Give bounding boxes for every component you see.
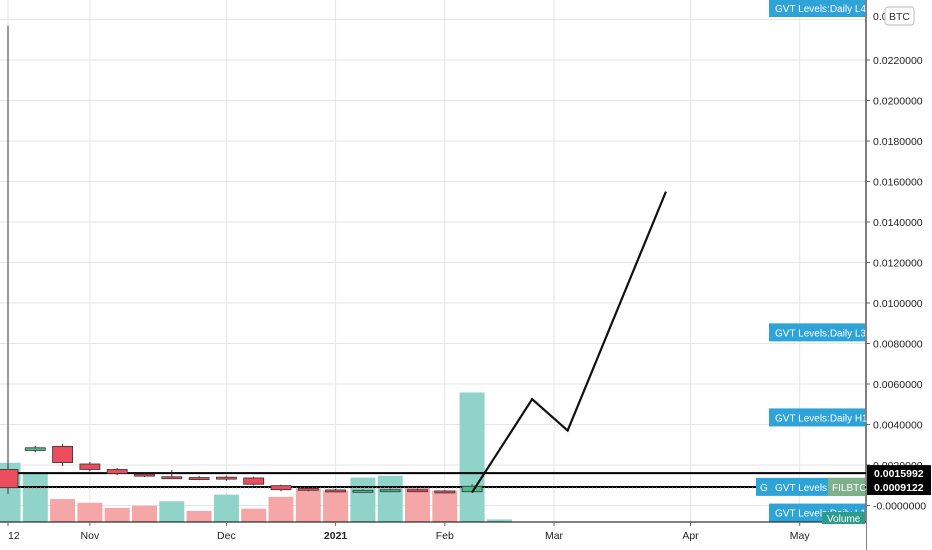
volume-bar	[295, 488, 321, 522]
time-tick-label: Nov	[81, 530, 100, 542]
time-tick-label: Mar	[545, 530, 564, 542]
volume-bar	[350, 477, 376, 522]
volume-tag-bg	[822, 512, 865, 524]
symbol-tag-bg	[828, 477, 865, 496]
gvt-level-label: GVT Levels:	[775, 483, 830, 494]
candle-body	[379, 489, 401, 493]
candle-body	[243, 477, 265, 485]
price-tick-label: -0.0000000	[873, 501, 926, 513]
candle-body	[352, 489, 374, 493]
candle-body	[407, 489, 428, 493]
volume-bar	[77, 502, 103, 522]
candle-body	[24, 447, 46, 451]
candle-body	[434, 490, 456, 494]
gvt-prefix: G	[760, 483, 768, 494]
price-tag-label: 0.0015992	[874, 468, 924, 480]
time-tick-label: Dec	[217, 530, 236, 542]
projection-line	[471, 191, 667, 493]
candle-body	[325, 489, 347, 493]
gvt-level-label: GVT Levels:Daily L3	[775, 328, 866, 339]
price-axis[interactable]: 0.0220000 0.0200000 0.0180000 0.0160000 0.01…	[865, 0, 932, 550]
time-axis-bg	[0, 522, 866, 550]
volume-bar	[486, 519, 512, 522]
projection-path[interactable]	[471, 191, 667, 493]
volume-bar	[268, 496, 294, 522]
candle-body	[52, 445, 73, 463]
gvt-level-label-bg	[769, 0, 865, 17]
volume-bar	[132, 505, 157, 522]
gvt-level-label-bg	[769, 323, 865, 342]
volume-bar	[104, 507, 130, 522]
gvt-level-label: GVT Levels:Daily L1	[775, 509, 866, 520]
volume-bar	[323, 490, 349, 522]
price-tag-label: 0.0009122	[874, 482, 924, 494]
volume-bar	[186, 510, 212, 522]
volume-bar	[377, 475, 403, 522]
price-tick-label: 0.0080000	[873, 339, 923, 351]
time-tick-label: 12	[8, 530, 20, 542]
price-tick-label: 0.0140000	[873, 217, 923, 229]
price-tick-label: 0.0220000	[873, 55, 923, 67]
time-axis[interactable]: 12 Nov Dec 2021 Feb Mar Apr May	[0, 521, 866, 550]
volume-bar	[213, 494, 239, 522]
price-tag	[867, 479, 931, 496]
time-tick-label: Feb	[436, 530, 454, 542]
price-tick-label: 0.0060000	[873, 379, 923, 391]
volume-tag: Volume	[827, 514, 861, 525]
volume-bar	[241, 508, 267, 522]
candles[interactable]	[0, 25, 483, 494]
candle-body	[270, 485, 292, 491]
price-tag	[867, 465, 931, 482]
gvt-level-label: GVT Levels:Daily L4	[775, 4, 866, 15]
time-tick-label: 2021	[324, 530, 348, 542]
candle-body	[0, 469, 19, 489]
price-tick-label: 0.0040000	[873, 420, 923, 432]
volume-bar	[432, 490, 458, 522]
price-tick-label: 0.0200000	[873, 96, 923, 108]
price-axis-bg	[866, 0, 932, 550]
price-tick-label: 0.0180000	[873, 136, 923, 148]
candle-body	[79, 463, 101, 470]
price-tick-label: 0.0100000	[873, 298, 923, 310]
volume-bar	[22, 472, 48, 522]
price-tick-label: 0.0120000	[873, 258, 923, 270]
candle-body	[161, 476, 183, 480]
candle-body	[215, 476, 237, 480]
volume-bar	[159, 501, 185, 522]
price-tick-label: 0.0160000	[873, 177, 923, 189]
horizontal-levels	[0, 472, 866, 489]
volume-bar	[50, 499, 76, 522]
candle-body	[134, 473, 155, 477]
currency-label: BTC	[889, 11, 910, 23]
grid	[0, 0, 866, 522]
candle-body	[188, 477, 210, 480]
gvt-level-label: GVT Levels:Daily H1	[775, 413, 868, 424]
time-tick-label: May	[790, 530, 811, 542]
volume-bars	[0, 392, 512, 522]
currency-badge	[884, 6, 915, 26]
time-tick-label: Apr	[682, 530, 699, 542]
candle-body	[106, 469, 128, 474]
price-tick-label: 0.0	[873, 11, 888, 23]
gvt-prefix-bg	[756, 477, 769, 496]
gvt-level-label-bg	[769, 408, 865, 427]
candle-body	[297, 487, 319, 491]
symbol-tag: FILBTC	[832, 483, 866, 494]
volume-bar	[459, 392, 485, 522]
